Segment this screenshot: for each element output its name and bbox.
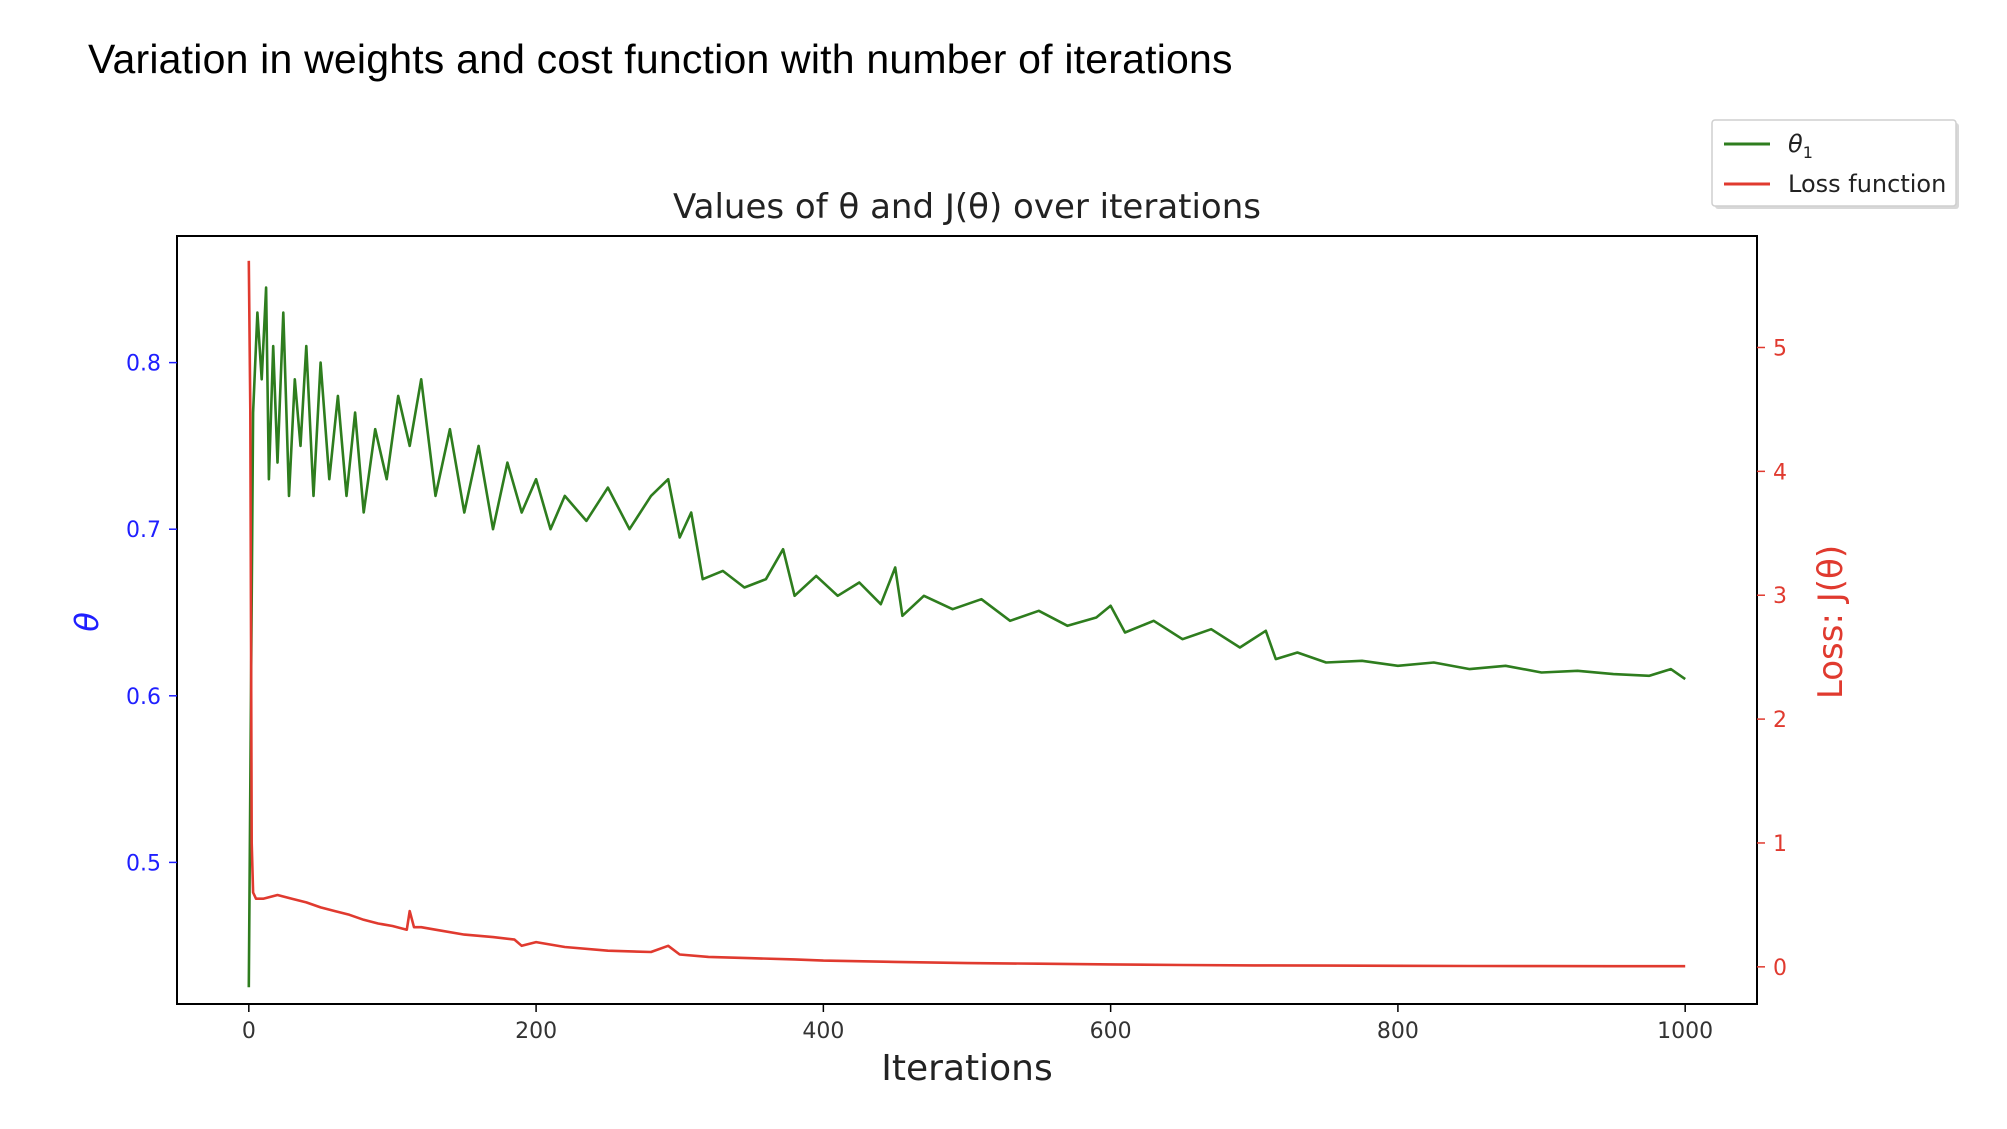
y-left-tick-label: 0.8 [126, 352, 161, 377]
y-right-tick-label: 3 [1773, 584, 1787, 609]
y-right-tick-label: 2 [1773, 708, 1787, 733]
x-tick-label: 1000 [1657, 1019, 1713, 1044]
y-left-axis-label: θ [68, 612, 106, 632]
x-tick-label: 800 [1377, 1019, 1419, 1044]
legend-box [1711, 119, 1957, 207]
legend-label-main: θ [1788, 130, 1803, 158]
y-left-tick-label: 0.5 [126, 851, 161, 876]
plot-frame [176, 235, 1758, 1005]
y-left-tick-label: 0.6 [126, 685, 161, 710]
x-axis-label: Iterations [881, 1048, 1052, 1089]
series-line-theta [247, 286, 1686, 988]
x-tick-label: 600 [1090, 1019, 1132, 1044]
page-title: Variation in weights and cost function w… [88, 36, 1233, 82]
y-right-tick-label: 0 [1773, 956, 1787, 981]
series-line-loss [247, 260, 1686, 968]
y-right-tick-label: 5 [1773, 336, 1787, 361]
legend-label-subscript: 1 [1803, 143, 1813, 162]
legend-label-theta: θ1 [1788, 130, 1813, 162]
legend-label-loss: Loss function [1788, 170, 1946, 198]
chart-title: Values of θ and J(θ) over iterations [673, 187, 1261, 227]
y-right-tick-label: 1 [1773, 832, 1787, 857]
x-tick-label: 400 [802, 1019, 844, 1044]
x-tick-label: 0 [242, 1019, 256, 1044]
y-left-tick-label: 0.7 [126, 518, 161, 543]
y-right-tick-label: 4 [1773, 460, 1787, 485]
y-right-axis-label: Loss: J(θ) [1811, 545, 1851, 699]
x-tick-label: 200 [515, 1019, 557, 1044]
